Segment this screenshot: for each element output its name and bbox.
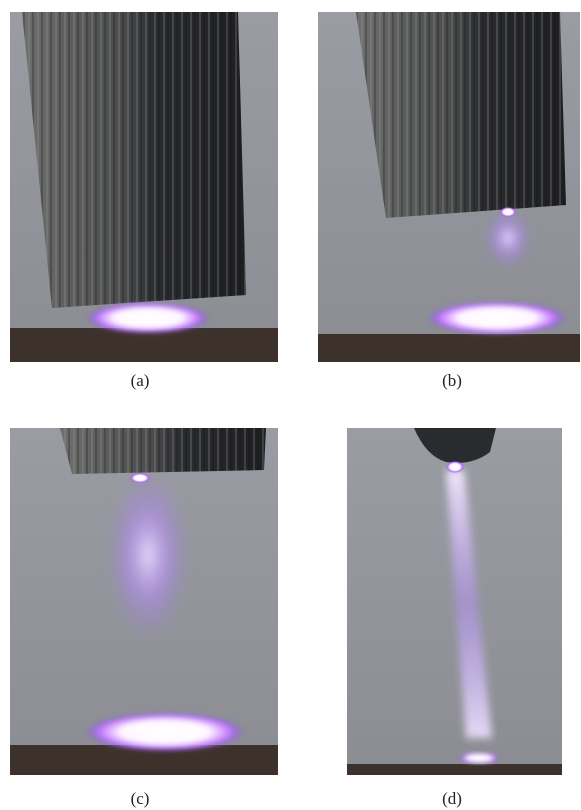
- panel-label: (c): [131, 789, 150, 808]
- panel-label: (d): [442, 789, 462, 808]
- panel-label: (b): [442, 371, 462, 390]
- photo-c: [10, 428, 278, 775]
- photo-a: [10, 12, 278, 362]
- figure: (a) (b) (c) (d): [0, 0, 581, 810]
- photo-d: [347, 428, 562, 775]
- panel-label: (a): [131, 371, 150, 390]
- photo-b: [318, 12, 580, 362]
